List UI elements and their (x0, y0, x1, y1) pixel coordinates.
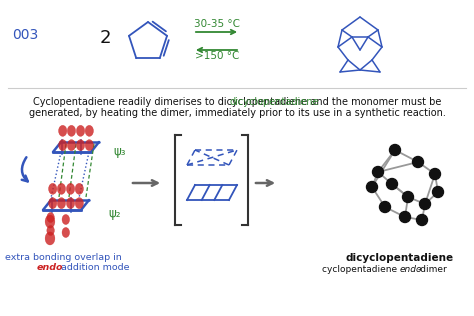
Ellipse shape (62, 228, 70, 238)
Circle shape (419, 198, 430, 210)
Text: generated, by heating the dimer, immediately prior to its use in a synthetic rea: generated, by heating the dimer, immedia… (28, 108, 446, 118)
Ellipse shape (47, 226, 55, 235)
Ellipse shape (48, 198, 57, 209)
Ellipse shape (66, 183, 75, 194)
Ellipse shape (67, 125, 75, 136)
Ellipse shape (62, 215, 70, 224)
Circle shape (366, 181, 377, 192)
Ellipse shape (67, 140, 75, 151)
Text: 003: 003 (12, 28, 38, 42)
Text: -dimer: -dimer (418, 264, 448, 274)
Ellipse shape (85, 140, 93, 151)
Circle shape (432, 186, 444, 198)
Circle shape (412, 156, 423, 167)
Circle shape (402, 191, 413, 203)
Text: addition mode: addition mode (58, 264, 129, 272)
Ellipse shape (66, 198, 75, 209)
Ellipse shape (57, 198, 65, 209)
Text: cyclopentadiene: cyclopentadiene (322, 264, 400, 274)
Ellipse shape (48, 183, 57, 194)
Text: endo: endo (400, 264, 422, 274)
Circle shape (373, 167, 383, 178)
Circle shape (417, 215, 428, 226)
Text: 30-35 °C: 30-35 °C (194, 19, 240, 29)
Text: >150 °C: >150 °C (195, 51, 239, 61)
Text: ψ₃: ψ₃ (113, 145, 126, 159)
Text: Cyclopentadiene readily dimerises to dicyclopentadiene and the monomer must be: Cyclopentadiene readily dimerises to dic… (33, 97, 441, 107)
Ellipse shape (47, 212, 55, 222)
Ellipse shape (75, 198, 83, 209)
Ellipse shape (57, 183, 65, 194)
Ellipse shape (76, 140, 85, 151)
Ellipse shape (76, 125, 85, 136)
Ellipse shape (75, 183, 83, 194)
Text: extra bonding overlap in: extra bonding overlap in (5, 253, 121, 263)
Ellipse shape (59, 140, 67, 151)
Circle shape (390, 144, 401, 155)
Circle shape (429, 168, 440, 179)
Text: endo: endo (37, 264, 64, 272)
Ellipse shape (45, 215, 55, 228)
Text: dicyclopentadiene: dicyclopentadiene (346, 253, 454, 263)
Circle shape (386, 179, 398, 190)
Ellipse shape (45, 232, 55, 245)
Text: ψ₂: ψ₂ (108, 206, 120, 220)
Text: dicyclopentadiene: dicyclopentadiene (229, 97, 319, 107)
Ellipse shape (59, 125, 67, 136)
Ellipse shape (85, 125, 93, 136)
Circle shape (400, 211, 410, 222)
Circle shape (380, 202, 391, 212)
Text: 2: 2 (99, 29, 111, 47)
